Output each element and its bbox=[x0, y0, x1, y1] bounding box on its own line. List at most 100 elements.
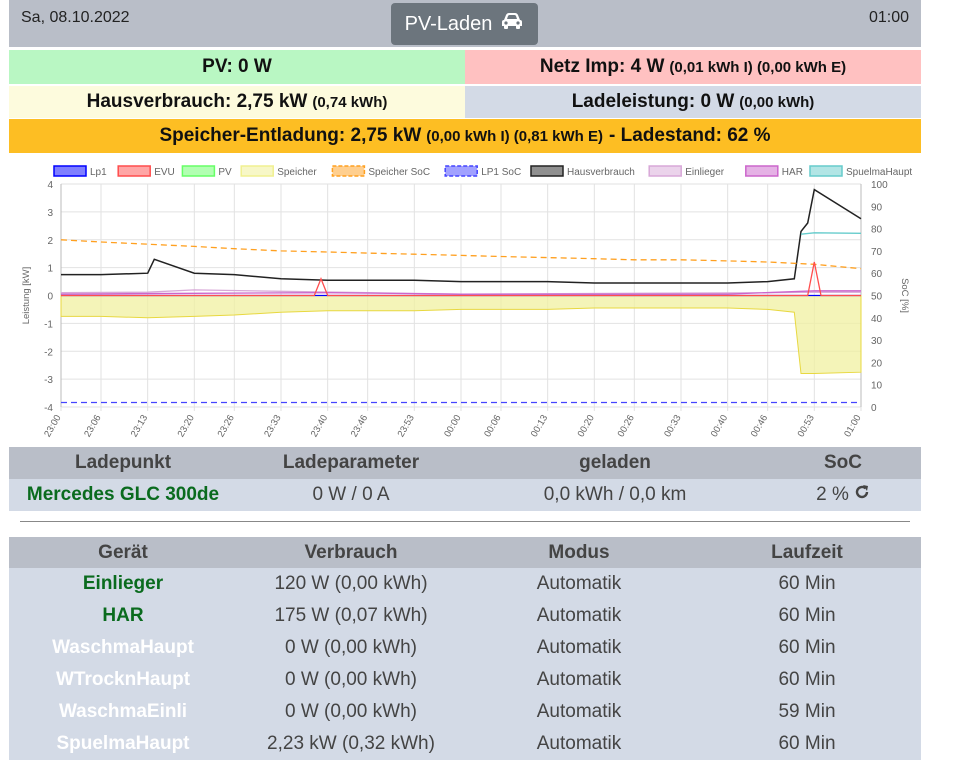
legend-label: Speicher bbox=[277, 167, 317, 178]
house-consumption-value: Hausverbrauch: 2,75 kW bbox=[86, 91, 308, 112]
pv-power-value: PV: 0 W bbox=[202, 56, 272, 77]
x-tick-label: 00:40 bbox=[709, 413, 730, 439]
device-row[interactable]: WaschmaEinli 0 W (0,00 kWh) Automatik 59 Mi… bbox=[9, 696, 921, 728]
device-consumption: 120 W (0,00 kWh) bbox=[274, 573, 428, 594]
battery-discharge-value: Speicher-Entladung: 2,75 kW bbox=[159, 125, 422, 146]
legend-swatch bbox=[240, 165, 274, 177]
device-name[interactable]: Einlieger bbox=[82, 573, 164, 594]
charge-power: Ladeleistung: 0 W (0,00 kWh) bbox=[465, 86, 921, 118]
device-name[interactable]: WaschmaHaupt bbox=[52, 637, 194, 658]
ladepunkt-soc: 2 % bbox=[765, 484, 921, 506]
legend-label: HAR bbox=[782, 167, 803, 178]
y-tick-label: 1 bbox=[47, 264, 53, 275]
date-label: Sa, 08.10.2022 bbox=[21, 9, 130, 26]
device-runtime: 60 Min bbox=[778, 605, 836, 626]
legend-label: Hausverbrauch bbox=[567, 167, 635, 178]
device-row[interactable]: WaschmaHaupt 0 W (0,00 kWh) Automatik 60 Mi… bbox=[9, 632, 921, 664]
legend-swatch bbox=[809, 165, 843, 177]
device-runtime: 60 Min bbox=[778, 669, 836, 690]
y-tick-label: -2 bbox=[44, 347, 53, 358]
x-tick-label: 23:33 bbox=[262, 413, 283, 439]
charge-power-value: Ladeleistung: 0 W bbox=[571, 91, 735, 112]
device-mode: Automatik bbox=[536, 573, 622, 594]
summary-row-3: Speicher-Entladung: 2,75 kW (0,00 kWh I)… bbox=[9, 119, 921, 153]
battery-discharge-detail: (0,00 kWh I) (0,81 kWh E) bbox=[426, 127, 603, 145]
y-tick-label: -1 bbox=[44, 319, 53, 330]
divider bbox=[20, 521, 910, 522]
x-tick-label: 00:26 bbox=[616, 413, 637, 439]
power-chart: Lp1 EVU PV Speicher Speicher SoC LP1 SoC Hausv… bbox=[9, 157, 921, 442]
device-name[interactable]: WaschmaEinli bbox=[58, 701, 188, 722]
device-consumption: 0 W (0,00 kWh) bbox=[285, 669, 417, 690]
legend-swatch bbox=[444, 165, 478, 177]
ladepunkt-name[interactable]: Mercedes GLC 300de bbox=[26, 484, 220, 505]
legend-label: EVU bbox=[154, 167, 175, 178]
y-tick-label: 2 bbox=[47, 236, 53, 247]
ladepunkt-header: Ladepunkt Ladeparameter geladen SoC bbox=[9, 447, 921, 479]
device-row[interactable]: SpuelmaHaupt 2,23 kW (0,32 kWh) Automatik 6… bbox=[9, 728, 921, 760]
x-tick-label: 23:40 bbox=[309, 413, 330, 439]
col-laufzeit: Laufzeit bbox=[771, 541, 843, 563]
device-row[interactable]: WTrocknHaupt 0 W (0,00 kWh) Automatik 60 Mi… bbox=[9, 664, 921, 696]
x-tick-label: 01:00 bbox=[842, 413, 863, 439]
series-spuelmahaupt bbox=[800, 232, 862, 235]
y2-tick-label: 100 bbox=[871, 180, 888, 191]
y2-tick-label: 40 bbox=[871, 314, 883, 325]
y-tick-label: -3 bbox=[44, 375, 53, 386]
device-runtime: 60 Min bbox=[778, 733, 836, 754]
device-name[interactable]: WTrocknHaupt bbox=[55, 669, 191, 690]
legend-label: Einlieger bbox=[685, 167, 725, 178]
charge-mode-label: PV-Laden bbox=[404, 12, 493, 35]
x-tick-label: 23:00 bbox=[42, 413, 63, 439]
ladepunkt-geladen: 0,0 kWh / 0,0 km bbox=[543, 484, 687, 505]
summary-row-1: PV: 0 W Netz Imp: 4 W (0,01 kWh I) (0,00… bbox=[9, 50, 921, 84]
col-verbrauch: Verbrauch bbox=[304, 541, 398, 563]
x-tick-label: 23:06 bbox=[82, 413, 103, 439]
y2-tick-label: 80 bbox=[871, 225, 883, 236]
device-runtime: 60 Min bbox=[778, 637, 836, 658]
device-row[interactable]: Einlieger 120 W (0,00 kWh) Automatik 60 Min bbox=[9, 568, 921, 600]
legend-swatch bbox=[745, 165, 779, 177]
y2-tick-label: 20 bbox=[871, 358, 883, 369]
ladepunkt-row[interactable]: Mercedes GLC 300de 0 W / 0 A 0,0 kWh / 0… bbox=[9, 479, 921, 511]
x-tick-label: 00:00 bbox=[442, 413, 463, 439]
device-row[interactable]: HAR 175 W (0,07 kWh) Automatik 60 Min bbox=[9, 600, 921, 632]
grid-import-detail: (0,01 kWh I) (0,00 kWh E) bbox=[669, 58, 847, 76]
series-speicher bbox=[60, 295, 862, 374]
device-name[interactable]: HAR bbox=[102, 605, 144, 626]
device-mode: Automatik bbox=[536, 637, 622, 658]
grid-import: Netz Imp: 4 W (0,01 kWh I) (0,00 kWh E) bbox=[465, 50, 921, 84]
device-mode: Automatik bbox=[536, 733, 622, 754]
device-consumption: 0 W (0,00 kWh) bbox=[285, 637, 417, 658]
battery-level: - Ladestand: 62 % bbox=[609, 125, 771, 146]
house-consumption: Hausverbrauch: 2,75 kW (0,74 kWh) bbox=[9, 86, 465, 118]
x-tick-label: 00:20 bbox=[576, 413, 597, 439]
refresh-icon[interactable] bbox=[854, 484, 870, 506]
x-tick-label: 00:46 bbox=[749, 413, 770, 439]
ladepunkt-soc-value: 2 % bbox=[816, 484, 849, 505]
legend-label: LP1 SoC bbox=[481, 167, 521, 178]
device-mode: Automatik bbox=[536, 669, 622, 690]
power-chart-svg: Lp1 EVU PV Speicher Speicher SoC LP1 SoC Hausv… bbox=[21, 165, 912, 439]
legend-swatch bbox=[530, 165, 564, 177]
y2-tick-label: 30 bbox=[871, 336, 883, 347]
device-consumption: 0 W (0,00 kWh) bbox=[285, 701, 417, 722]
legend-label: Lp1 bbox=[90, 167, 107, 178]
device-runtime: 60 Min bbox=[778, 573, 836, 594]
y2-tick-label: 70 bbox=[871, 247, 883, 258]
x-tick-label: 00:13 bbox=[529, 413, 550, 439]
time-label: 01:00 bbox=[868, 9, 909, 26]
col-modus: Modus bbox=[548, 541, 610, 563]
ladepunkt-param: 0 W / 0 A bbox=[312, 484, 390, 505]
col-ladeparameter: Ladeparameter bbox=[282, 452, 420, 473]
x-tick-label: 00:33 bbox=[662, 413, 683, 439]
summary-row-2: Hausverbrauch: 2,75 kW (0,74 kWh) Ladele… bbox=[9, 86, 921, 118]
battery-discharge: Speicher-Entladung: 2,75 kW (0,00 kWh I)… bbox=[9, 119, 921, 153]
legend-label: Speicher SoC bbox=[368, 167, 430, 178]
x-tick-label: 23:46 bbox=[349, 413, 370, 439]
y2-tick-label: 50 bbox=[871, 292, 883, 303]
charge-mode-button[interactable]: PV-Laden bbox=[391, 3, 538, 45]
device-name[interactable]: SpuelmaHaupt bbox=[56, 733, 190, 754]
legend-swatch bbox=[181, 165, 216, 177]
x-tick-label: 23:13 bbox=[129, 413, 150, 439]
